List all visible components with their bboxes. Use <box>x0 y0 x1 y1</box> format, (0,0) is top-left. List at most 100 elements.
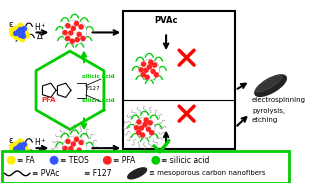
Circle shape <box>18 28 23 32</box>
Circle shape <box>70 39 74 43</box>
Circle shape <box>148 65 152 69</box>
Circle shape <box>69 31 73 35</box>
Text: H$^+$: H$^+$ <box>34 137 46 148</box>
Text: F127: F127 <box>87 86 100 91</box>
Circle shape <box>22 27 27 31</box>
Circle shape <box>66 36 70 40</box>
Circle shape <box>143 123 147 127</box>
Circle shape <box>21 150 26 154</box>
Circle shape <box>104 156 111 164</box>
Circle shape <box>139 126 144 130</box>
Text: ε: ε <box>9 20 13 29</box>
Circle shape <box>13 142 18 147</box>
Circle shape <box>146 127 150 131</box>
Circle shape <box>63 146 67 150</box>
Circle shape <box>66 152 70 156</box>
Circle shape <box>10 32 16 37</box>
Circle shape <box>66 24 70 28</box>
Circle shape <box>139 68 143 72</box>
Circle shape <box>69 147 73 151</box>
Circle shape <box>14 150 19 155</box>
Circle shape <box>141 73 145 77</box>
Circle shape <box>134 117 155 138</box>
Bar <box>2 151 289 183</box>
Circle shape <box>10 28 15 33</box>
Circle shape <box>77 32 81 36</box>
Circle shape <box>74 137 79 141</box>
Circle shape <box>153 63 157 67</box>
Circle shape <box>10 144 15 149</box>
Circle shape <box>50 156 58 164</box>
Circle shape <box>17 29 21 34</box>
Circle shape <box>77 148 81 152</box>
Circle shape <box>18 143 23 147</box>
Circle shape <box>14 35 19 40</box>
Circle shape <box>22 27 28 32</box>
Circle shape <box>63 31 67 35</box>
Text: electrospinning: electrospinning <box>252 97 306 103</box>
Circle shape <box>154 73 158 77</box>
Ellipse shape <box>255 75 286 96</box>
Circle shape <box>139 60 159 80</box>
Circle shape <box>24 33 30 38</box>
Circle shape <box>66 139 70 143</box>
Circle shape <box>79 25 83 29</box>
Text: Δ: Δ <box>37 148 43 157</box>
Text: PVAc: PVAc <box>154 16 178 25</box>
Circle shape <box>81 36 85 40</box>
Circle shape <box>17 145 21 149</box>
Circle shape <box>20 30 25 35</box>
Circle shape <box>14 31 18 36</box>
Text: silicic acid: silicic acid <box>82 98 115 103</box>
Text: pyrolysis,: pyrolysis, <box>252 108 285 114</box>
Circle shape <box>20 146 25 150</box>
Circle shape <box>14 147 18 151</box>
Text: ε: ε <box>9 136 13 145</box>
Text: etching: etching <box>252 117 278 123</box>
Circle shape <box>137 131 141 135</box>
Circle shape <box>20 152 25 157</box>
Circle shape <box>74 22 79 26</box>
Text: ≡ TEOS: ≡ TEOS <box>60 156 89 165</box>
Circle shape <box>18 23 23 29</box>
Circle shape <box>24 148 30 154</box>
Circle shape <box>13 26 18 31</box>
Circle shape <box>140 133 145 137</box>
Circle shape <box>22 142 27 146</box>
Text: ≡ PVAc: ≡ PVAc <box>32 169 59 178</box>
Circle shape <box>75 153 79 157</box>
Circle shape <box>62 136 87 160</box>
Circle shape <box>10 147 16 153</box>
Circle shape <box>62 20 87 45</box>
Circle shape <box>137 120 141 124</box>
Circle shape <box>21 34 26 38</box>
Text: Δ: Δ <box>37 32 43 41</box>
Circle shape <box>149 60 153 64</box>
Text: PFA: PFA <box>41 97 56 103</box>
Text: silicic acid: silicic acid <box>82 74 115 79</box>
Circle shape <box>148 121 152 125</box>
Text: ≡ silicic acid: ≡ silicic acid <box>161 156 210 165</box>
Text: ≡ F127: ≡ F127 <box>84 169 111 178</box>
Circle shape <box>79 140 83 145</box>
Circle shape <box>75 38 79 42</box>
Circle shape <box>134 126 139 130</box>
Circle shape <box>20 36 25 42</box>
Circle shape <box>144 118 148 122</box>
Circle shape <box>150 131 154 135</box>
Circle shape <box>70 155 74 159</box>
Circle shape <box>18 149 23 153</box>
Circle shape <box>145 75 149 79</box>
Circle shape <box>71 142 76 146</box>
Circle shape <box>144 68 148 72</box>
Circle shape <box>22 143 28 148</box>
Text: ≡ PFA: ≡ PFA <box>113 156 135 165</box>
Circle shape <box>7 156 15 164</box>
Text: ≡ FA: ≡ FA <box>17 156 34 165</box>
Ellipse shape <box>128 168 147 179</box>
Circle shape <box>151 69 155 74</box>
Text: H$^+$: H$^+$ <box>34 21 46 33</box>
Circle shape <box>81 152 85 156</box>
Bar <box>123 11 235 149</box>
Text: ≡ mesoporous carbon nanofibers: ≡ mesoporous carbon nanofibers <box>149 170 266 176</box>
